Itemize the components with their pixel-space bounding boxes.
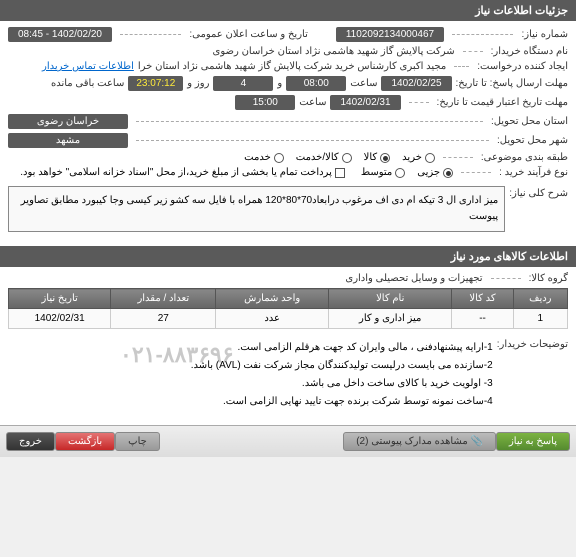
radio-label: جزیی	[417, 167, 440, 178]
buyer-label: نام دستگاه خریدار:	[491, 46, 568, 57]
exit-button[interactable]: خروج	[6, 432, 55, 451]
section-goods-header[interactable]: اطلاعات کالاهای مورد نیاز	[0, 246, 576, 267]
remaining-time: 23:07:12	[128, 76, 183, 91]
section-details-body: شماره نیاز: 1102092134000467 تاریخ و ساع…	[0, 21, 576, 246]
table-header-cell: کد کالا	[452, 289, 513, 309]
table-cell: 1402/02/31	[9, 309, 111, 329]
table-row[interactable]: 1--میز اداری و کارعدد271402/02/31	[9, 309, 568, 329]
reply-button[interactable]: پاسخ به نیاز	[496, 432, 570, 451]
table-header-cell: واحد شمارش	[216, 289, 329, 309]
back-button[interactable]: بازگشت	[55, 432, 115, 451]
table-cell: 27	[111, 309, 216, 329]
time-label-1: ساعت	[350, 78, 377, 89]
need-number-value: 1102092134000467	[336, 27, 444, 42]
buyer-notes-label: توضیحات خریدار:	[497, 335, 568, 350]
province-label: استان محل تحویل:	[491, 116, 568, 127]
province-value: خراسان رضوی	[8, 114, 128, 129]
category-option[interactable]: خرید	[402, 152, 435, 163]
table-cell: --	[452, 309, 513, 329]
radio-icon	[425, 153, 435, 163]
remaining-suffix: ساعت باقی مانده	[51, 78, 124, 89]
validity-time: 15:00	[235, 95, 295, 110]
remaining-prefix: و	[277, 78, 282, 89]
radio-icon	[274, 153, 284, 163]
remaining-days: 4	[213, 76, 273, 91]
radio-icon	[380, 153, 390, 163]
print-button[interactable]: چاپ	[115, 432, 160, 451]
radio-label: کالا	[364, 152, 378, 163]
process-radio-group: جزیی متوسط	[361, 167, 453, 178]
city-label: شهر محل تحویل:	[497, 135, 568, 146]
radio-label: متوسط	[361, 167, 392, 178]
category-option[interactable]: خدمت	[244, 152, 284, 163]
category-radio-group: خرید کالا کالا/خدمت خدمت	[244, 152, 435, 163]
creator-label: ایجاد کننده درخواست:	[477, 61, 568, 72]
deadline-reply-label: مهلت ارسال پاسخ: تا تاریخ:	[456, 78, 568, 89]
group-label: گروه کالا:	[529, 273, 568, 284]
city-value: مشهد	[8, 133, 128, 148]
summary-text: میز اداری ال 3 تیکه ام دی اف مرغوب درابع…	[8, 186, 505, 232]
radio-label: خدمت	[244, 152, 271, 163]
contact-link[interactable]: اطلاعات تماس خریدار	[42, 61, 134, 72]
category-option[interactable]: کالا	[364, 152, 391, 163]
table-cell: میز اداری و کار	[328, 309, 452, 329]
validity-label: مهلت تاریخ اعتبار قیمت تا تاریخ:	[437, 97, 568, 108]
table-header-cell: نام کالا	[328, 289, 452, 309]
need-number-label: شماره نیاز:	[521, 29, 568, 40]
remaining-mid: روز و	[187, 78, 209, 89]
goods-table: ردیفکد کالانام کالاواحد شمارشتعداد / مقد…	[8, 288, 568, 329]
deadline-reply-time: 08:00	[286, 76, 346, 91]
deadline-reply-date: 1402/02/25	[381, 76, 451, 91]
attachments-button[interactable]: 📎 مشاهده مدارک پیوستی (2)	[343, 432, 496, 451]
table-cell: 1	[513, 309, 567, 329]
section-goods-body: گروه کالا: تجهیزات و وسایل تحصیلی واداری…	[0, 267, 576, 425]
paperclip-icon: 📎	[471, 436, 483, 447]
radio-icon	[443, 168, 453, 178]
summary-label: شرح کلی نیاز:	[509, 182, 568, 199]
category-label: طبقه بندی موضوعی:	[481, 152, 568, 163]
footer-bar: پاسخ به نیاز 📎 مشاهده مدارک پیوستی (2) چ…	[0, 425, 576, 457]
attachments-label: مشاهده مدارک پیوستی (2)	[356, 436, 468, 447]
process-label: نوع فرآیند خرید :	[499, 167, 568, 178]
table-cell: عدد	[216, 309, 329, 329]
radio-icon	[395, 168, 405, 178]
announce-value: 1402/02/20 - 08:45	[8, 27, 112, 42]
checkbox-icon	[335, 168, 345, 178]
process-option[interactable]: متوسط	[361, 167, 405, 178]
table-header-cell: ردیف	[513, 289, 567, 309]
radio-label: خرید	[402, 152, 422, 163]
note-line: 3- اولویت خرید با کالای ساخت داخل می باش…	[8, 375, 493, 393]
table-header-cell: تاریخ نیاز	[9, 289, 111, 309]
radio-icon	[342, 153, 352, 163]
note-line: 1-ارایه پیشنهادفنی ، مالی وایران کد جهت …	[8, 339, 493, 357]
category-option[interactable]: کالا/خدمت	[296, 152, 352, 163]
note-line: 4-ساخت نمونه توسط شرکت برنده جهت تایید ن…	[8, 393, 493, 411]
buyer-notes: 1-ارایه پیشنهادفنی ، مالی وایران کد جهت …	[8, 335, 493, 415]
group-value: تجهیزات و وسایل تحصیلی واداری	[345, 273, 482, 284]
table-header-cell: تعداد / مقدار	[111, 289, 216, 309]
buyer-value: شرکت پالایش گاز شهید هاشمی نژاد استان خر…	[8, 46, 455, 57]
creator-value: مجید اکبری کارشناس خرید شرکت پالایش گاز …	[138, 61, 446, 72]
note-line: 2-سازنده می بایست درلیست تولیدکنندگان مج…	[8, 357, 493, 375]
payment-checkbox-item: پرداخت تمام یا بخشی از مبلغ خرید،از محل …	[20, 167, 345, 178]
announce-label: تاریخ و ساعت اعلان عمومی:	[189, 29, 308, 40]
payment-note: پرداخت تمام یا بخشی از مبلغ خرید،از محل …	[20, 167, 332, 178]
time-label-2: ساعت	[299, 97, 326, 108]
section-details-header[interactable]: جزئیات اطلاعات نیاز	[0, 0, 576, 21]
radio-label: کالا/خدمت	[296, 152, 339, 163]
validity-date: 1402/02/31	[330, 95, 400, 110]
process-option[interactable]: جزیی	[417, 167, 453, 178]
